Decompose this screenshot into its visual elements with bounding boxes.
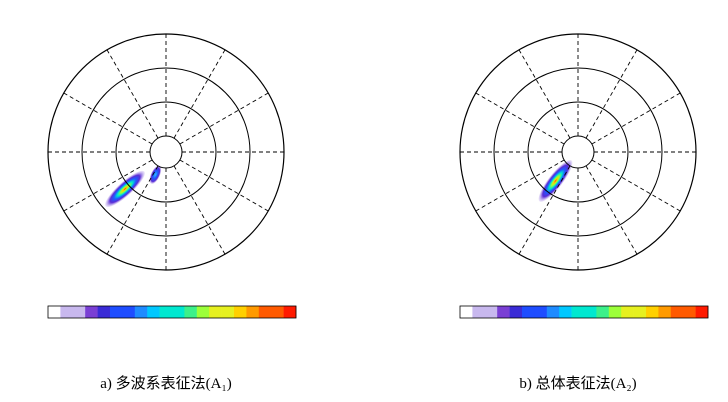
colorbar-segment [559,306,572,318]
colorbar-segment [596,306,610,318]
polar-panel-b [459,33,709,319]
period-ring [149,135,183,169]
colorbar-segment [97,306,111,318]
colorbar-segment [85,306,98,318]
colorbar-segment [571,306,585,318]
period-ring [527,101,629,203]
colorbar-segment [658,306,672,318]
spectrum-blob [149,165,162,184]
colorbar-segment [608,306,622,318]
direction-spoke [518,165,571,255]
colorbar-segment [546,306,560,318]
direction-spoke [591,92,681,145]
colorbar-segment [159,306,173,318]
caption-b: b) 总体表征法(A₂) [519,375,636,392]
colorbar-segment [246,306,260,318]
colorbar-frame [459,305,709,319]
direction-spoke [179,92,269,145]
direction-spoke [173,165,226,255]
colorbar-segment [283,306,297,318]
colorbar-segment [460,306,473,318]
colorbar-segment [172,306,185,318]
direction-spoke [585,165,638,255]
colorbar-segment [258,306,272,318]
colorbar-segment [522,306,535,318]
colorbar-segment [122,306,136,318]
direction-spoke [173,49,226,139]
colorbar-segment [184,306,198,318]
colorbar-segment [621,306,634,318]
colorbar-segment [509,306,523,318]
colorbar-segment [484,306,498,318]
colorbar-segment [472,306,486,318]
period-ring [493,67,663,237]
direction-spoke [106,165,159,255]
colorbar-frame [47,305,297,319]
direction-spoke [518,49,571,139]
direction-spoke [585,49,638,139]
colorbar-segment [48,306,61,318]
direction-spoke [475,159,565,212]
period-ring [115,101,217,203]
colorbar-segment [646,306,659,318]
colorbar-segment [134,306,148,318]
colorbar-segment [271,306,284,318]
direction-spoke [106,49,159,139]
colorbar-segment [60,306,74,318]
period-ring [561,135,595,169]
spectrum-blob [538,159,573,202]
colorbar-segment [110,306,123,318]
direction-spoke [591,159,681,212]
colorbar-segment [72,306,86,318]
direction-spoke [475,92,565,145]
colorbar-segment [633,306,647,318]
polar-panel-a [47,33,297,319]
direction-spoke [63,159,153,212]
period-ring [81,67,251,237]
colorbar-segment [683,306,696,318]
colorbar-segment [534,306,548,318]
caption-a: a) 多波系表征法(A₁) [100,375,231,392]
colorbar-segment [147,306,160,318]
direction-spoke [179,159,269,212]
colorbar-segment [209,306,222,318]
colorbar-segment [584,306,597,318]
colorbar-segment [695,306,709,318]
colorbar-segment [497,306,510,318]
colorbar-segment [670,306,684,318]
direction-spoke [63,92,153,145]
colorbar-segment [196,306,210,318]
spectrum-blob [105,170,145,208]
colorbar-segment [221,306,235,318]
colorbar-segment [234,306,247,318]
